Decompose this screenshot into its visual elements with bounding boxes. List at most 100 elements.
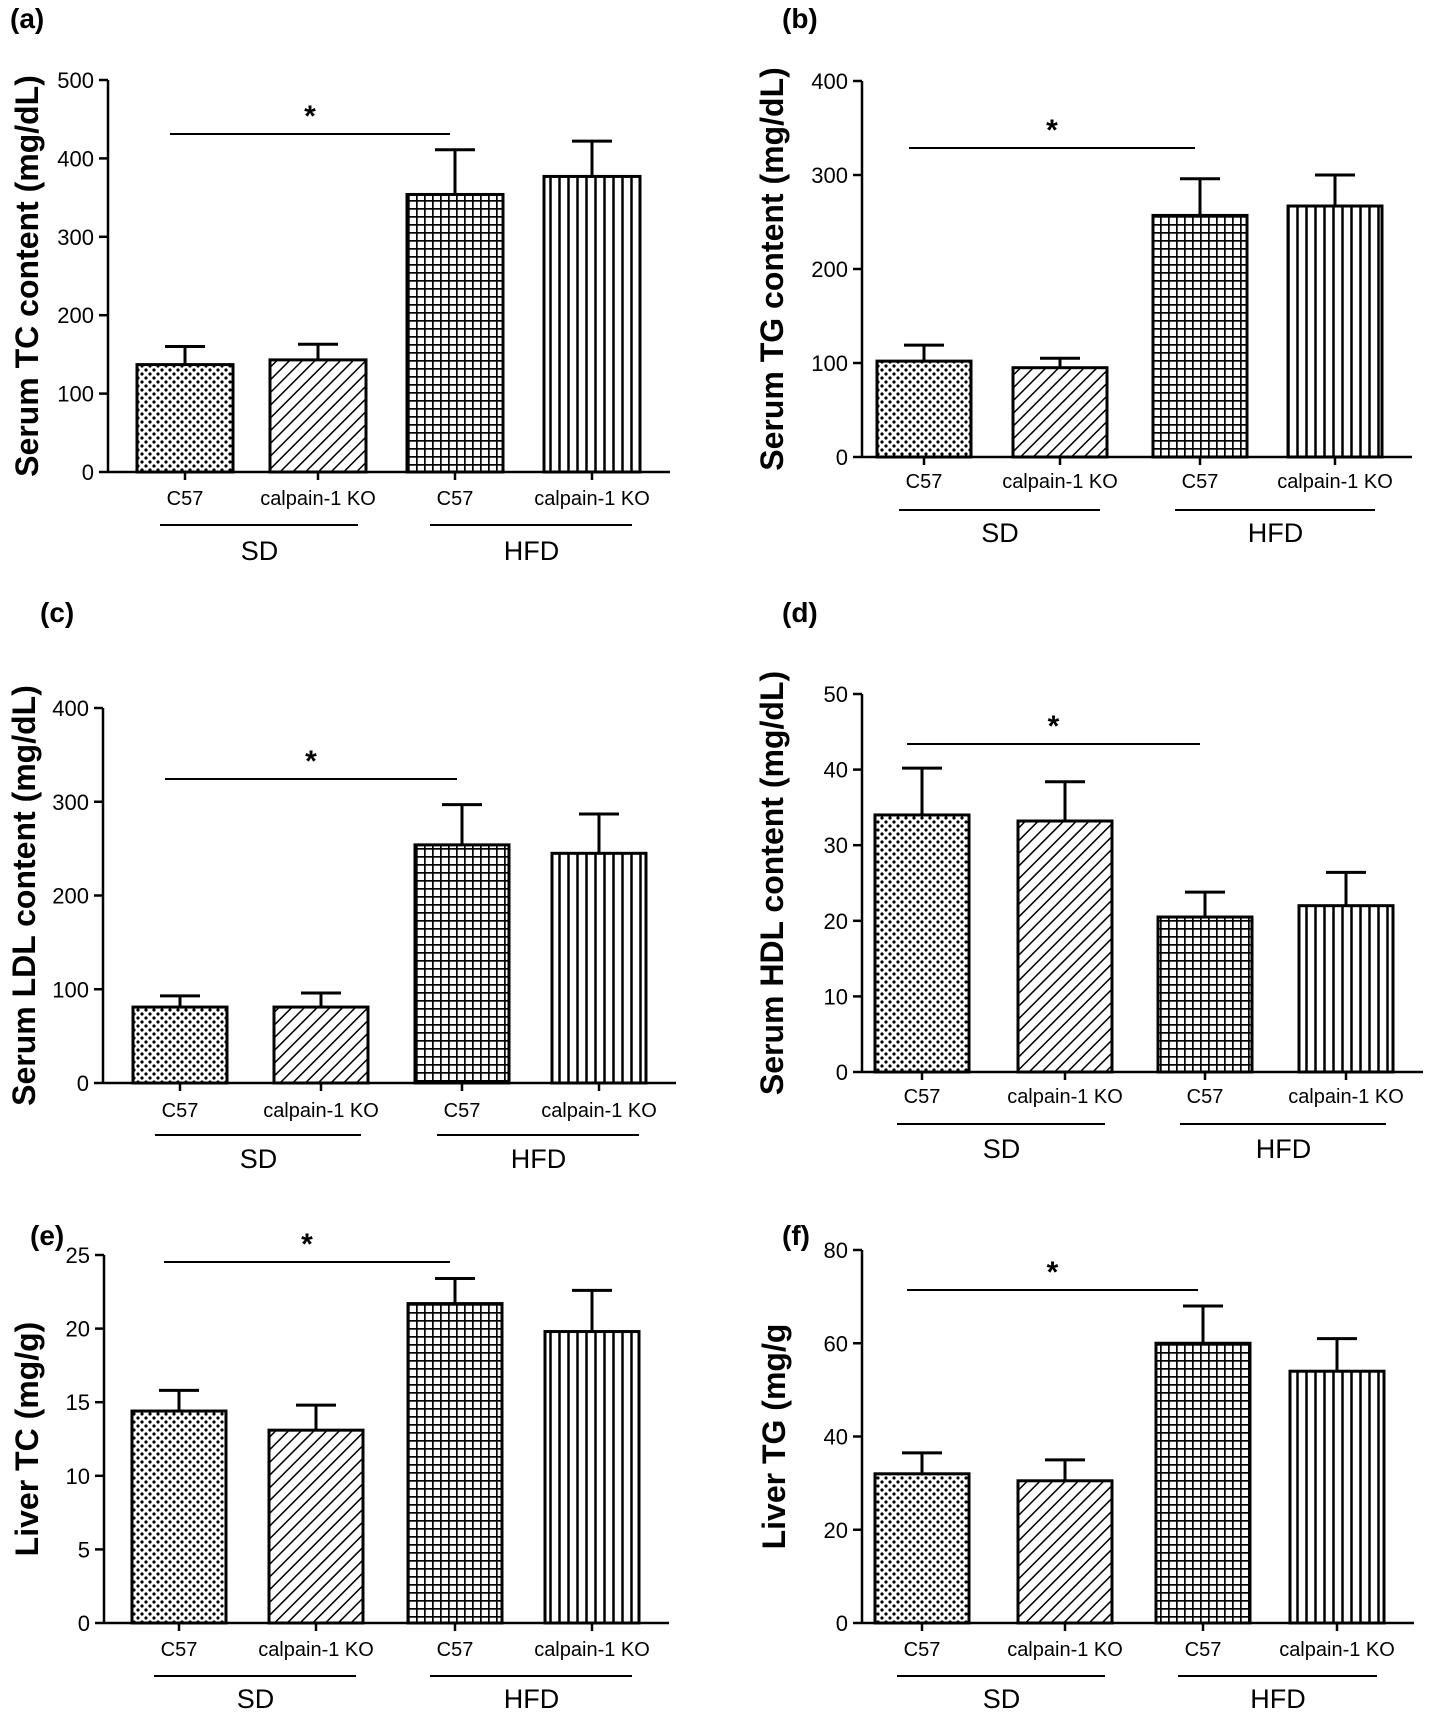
y-tick-label: 500 bbox=[57, 68, 94, 93]
chart-panel-5: (e) Liver TC (mg/g) 0 5 10 15 20 25 C57 calpain-1… bbox=[9, 1220, 669, 1712]
category-label: calpain-1 KO bbox=[1002, 471, 1118, 493]
y-tick-label: 0 bbox=[836, 1611, 848, 1636]
significance-marker: * bbox=[305, 745, 317, 778]
bar bbox=[873, 813, 971, 1074]
y-tick-label: 15 bbox=[66, 1390, 90, 1415]
y-tick-label: 100 bbox=[57, 382, 94, 407]
y-tick-label: 200 bbox=[57, 303, 94, 328]
category-label: C57 bbox=[437, 488, 474, 510]
y-tick-label: 5 bbox=[78, 1537, 90, 1562]
chart-panel-1: (a) Serum TC content (mg/dL) 0 100 200 300 400… bbox=[9, 3, 670, 566]
significance-marker: * bbox=[301, 1228, 313, 1261]
category-label: C57 bbox=[444, 1100, 481, 1122]
bar bbox=[135, 363, 235, 474]
y-tick-label: 0 bbox=[77, 1071, 89, 1096]
bar bbox=[131, 1005, 229, 1085]
y-tick-label: 300 bbox=[811, 163, 848, 188]
y-tick-label: 50 bbox=[824, 682, 848, 707]
chart-panel-6: (f) Liver TG (mg/g 0 20 40 60 80 C57 calpain-1 K… bbox=[756, 1220, 1414, 1712]
y-tick-label: 300 bbox=[52, 790, 89, 815]
bar bbox=[268, 358, 368, 474]
category-label: calpain-1 KO bbox=[260, 488, 376, 510]
y-tick-label: 20 bbox=[824, 909, 848, 934]
y-tick-label: 400 bbox=[57, 146, 94, 171]
y-tick-label: 100 bbox=[811, 351, 848, 376]
category-label: calpain-1 KO bbox=[1288, 1086, 1404, 1108]
y-tick-label: 300 bbox=[57, 225, 94, 250]
group-label: HFD bbox=[504, 536, 560, 566]
bar bbox=[873, 1472, 971, 1625]
panel-label: (e) bbox=[30, 1220, 64, 1251]
category-label: C57 bbox=[1182, 471, 1219, 493]
chart-panel-4: (d) Serum HDL content (mg/dL) 0 10 20 30 40 50 C… bbox=[754, 597, 1423, 1164]
y-tick-label: 0 bbox=[82, 460, 94, 485]
group-label: HFD bbox=[1256, 1134, 1312, 1164]
bar bbox=[1288, 1369, 1386, 1625]
y-tick-label: 40 bbox=[824, 758, 848, 783]
significance-marker: * bbox=[1047, 1256, 1059, 1289]
y-tick-label: 30 bbox=[824, 833, 848, 858]
group-label: HFD bbox=[1248, 518, 1304, 548]
y-tick-label: 10 bbox=[824, 984, 848, 1009]
category-label: calpain-1 KO bbox=[1279, 1639, 1395, 1661]
category-label: C57 bbox=[1185, 1639, 1222, 1661]
chart-panel-2: (b) Serum TG content (mg/dL) 0 100 200 300 400… bbox=[754, 3, 1412, 548]
category-label: calpain-1 KO bbox=[1277, 471, 1393, 493]
bar bbox=[1011, 366, 1109, 459]
bar bbox=[406, 1302, 504, 1625]
significance-marker: * bbox=[1046, 114, 1058, 147]
bar bbox=[542, 174, 642, 474]
bar bbox=[1016, 1479, 1114, 1625]
y-tick-label: 400 bbox=[811, 69, 848, 94]
bar bbox=[130, 1409, 228, 1625]
category-label: calpain-1 KO bbox=[1007, 1086, 1123, 1108]
y-tick-label: 200 bbox=[52, 884, 89, 909]
y-axis-label: Serum LDL content (mg/dL) bbox=[6, 685, 42, 1106]
panel-label: (a) bbox=[10, 3, 44, 34]
category-label: calpain-1 KO bbox=[258, 1639, 374, 1661]
y-tick-label: 0 bbox=[78, 1611, 90, 1636]
bar bbox=[543, 1330, 641, 1625]
group-label: HFD bbox=[504, 1684, 560, 1712]
group-label: SD bbox=[240, 1144, 278, 1174]
category-label: calpain-1 KO bbox=[1007, 1639, 1123, 1661]
y-tick-label: 0 bbox=[836, 1060, 848, 1085]
panel-label: (d) bbox=[782, 597, 818, 628]
bar bbox=[1016, 819, 1114, 1074]
group-label: SD bbox=[983, 1684, 1021, 1712]
bar bbox=[272, 1005, 370, 1085]
y-tick-label: 200 bbox=[811, 257, 848, 282]
y-axis-label: Liver TG (mg/g bbox=[756, 1324, 792, 1550]
category-label: C57 bbox=[161, 1639, 198, 1661]
chart-panel-3: (c) Serum LDL content (mg/dL) 0 100 200 300 40… bbox=[6, 597, 676, 1174]
bar bbox=[1151, 213, 1249, 459]
category-label: C57 bbox=[1187, 1086, 1224, 1108]
y-tick-label: 80 bbox=[824, 1238, 848, 1263]
category-label: C57 bbox=[906, 471, 943, 493]
y-tick-label: 10 bbox=[66, 1464, 90, 1489]
bar bbox=[1286, 204, 1384, 459]
y-tick-label: 60 bbox=[824, 1331, 848, 1356]
group-label: SD bbox=[983, 1134, 1021, 1164]
category-label: calpain-1 KO bbox=[534, 488, 650, 510]
bar bbox=[1156, 915, 1254, 1074]
y-axis-label: Serum HDL content (mg/dL) bbox=[754, 671, 790, 1095]
y-axis-label: Serum TC content (mg/dL) bbox=[9, 75, 45, 477]
y-tick-label: 0 bbox=[836, 445, 848, 470]
category-label: C57 bbox=[904, 1639, 941, 1661]
y-axis-label: Liver TC (mg/g) bbox=[9, 1322, 45, 1557]
group-label: HFD bbox=[511, 1144, 567, 1174]
y-tick-label: 25 bbox=[66, 1243, 90, 1268]
group-label: SD bbox=[981, 518, 1019, 548]
panel-label: (f) bbox=[782, 1220, 810, 1251]
bar bbox=[413, 843, 511, 1085]
bar bbox=[405, 192, 505, 474]
significance-marker: * bbox=[304, 100, 316, 133]
group-label: HFD bbox=[1250, 1684, 1306, 1712]
y-tick-label: 100 bbox=[52, 977, 89, 1002]
category-label: C57 bbox=[167, 488, 204, 510]
bar bbox=[875, 359, 973, 459]
panel-label: (c) bbox=[40, 597, 74, 628]
y-tick-label: 20 bbox=[824, 1518, 848, 1543]
bar bbox=[1154, 1341, 1252, 1625]
